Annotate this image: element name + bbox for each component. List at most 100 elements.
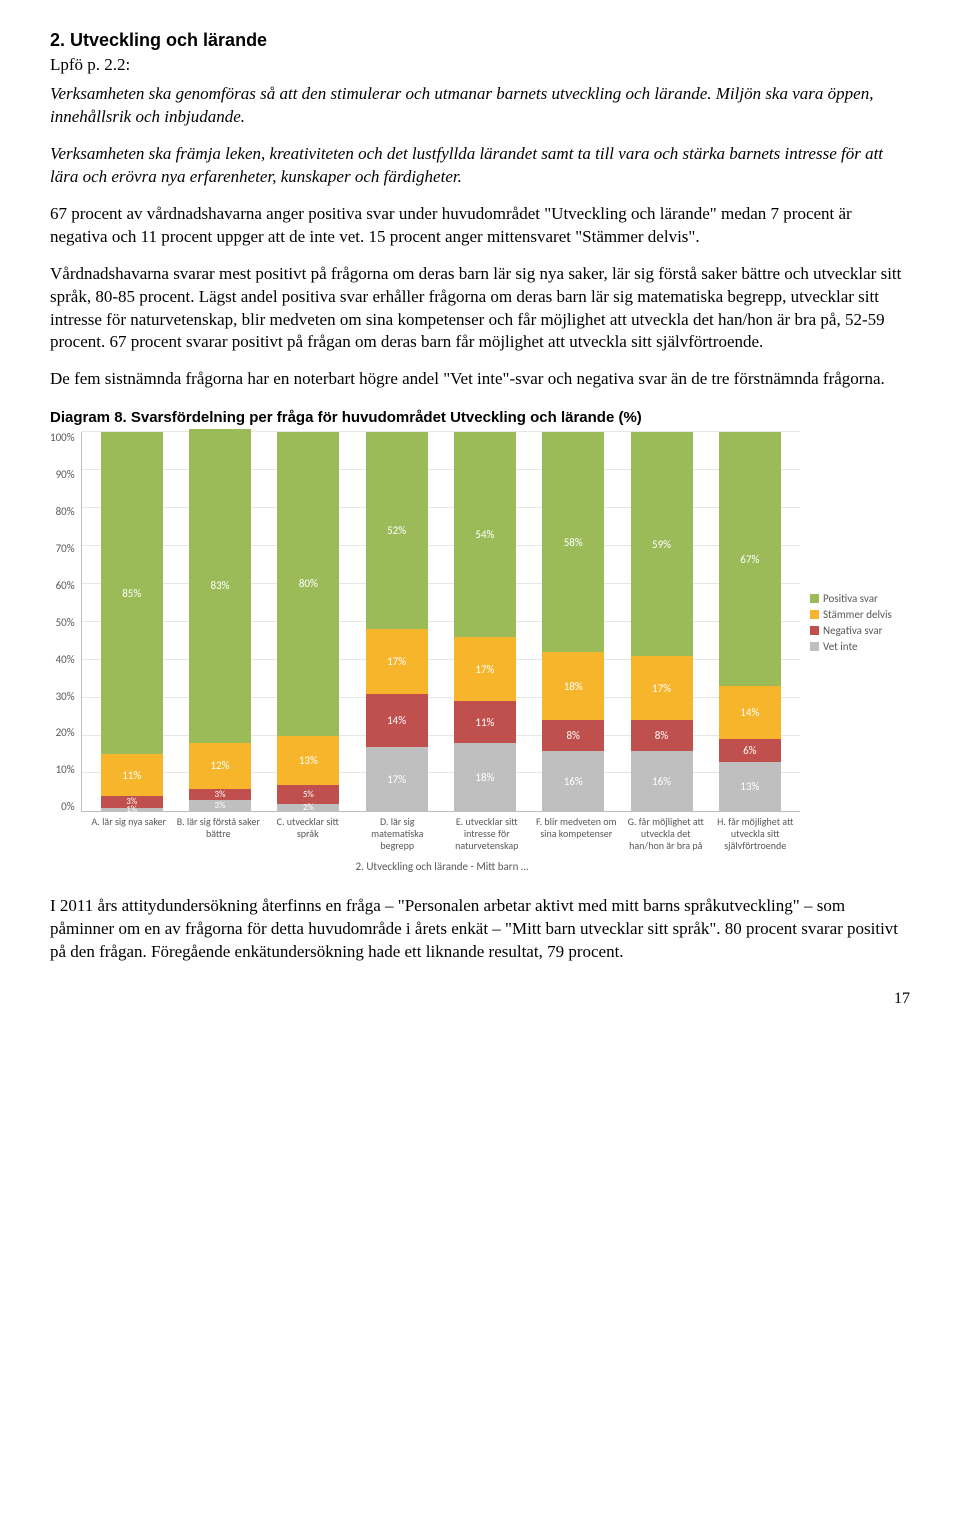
legend-label: Stämmer delvis xyxy=(823,608,892,621)
body-para-after: I 2011 års attitydundersökning återfinns… xyxy=(50,895,910,964)
stacked-bar: 1%3%11%85% xyxy=(101,432,163,811)
legend-swatch xyxy=(810,610,819,619)
y-axis: 100%90%80%70%60%50%40%30%20%10%0% xyxy=(50,432,81,812)
bar-segment-stammer: 17% xyxy=(454,637,516,701)
bar-segment-label: 85% xyxy=(122,587,141,600)
legend-item: Stämmer delvis xyxy=(810,608,910,621)
legend-item: Positiva svar xyxy=(810,592,910,605)
body-para-2: Vårdnadshavarna svarar mest positivt på … xyxy=(50,263,910,355)
bar-segment-label: 3% xyxy=(215,800,226,811)
bar-slot: 3%3%12%83% xyxy=(176,432,264,811)
x-label: G. får möjlighet att utveckla det han/ho… xyxy=(621,816,711,852)
diagram-title: Diagram 8. Svarsfördelning per fråga för… xyxy=(50,409,910,426)
y-tick: 10% xyxy=(56,764,75,775)
bar-segment-stammer: 13% xyxy=(277,736,339,785)
bar-segment-label: 13% xyxy=(299,754,318,767)
x-label: A. lär sig nya saker xyxy=(84,816,174,852)
x-label: E. utvecklar sitt intresse för naturvete… xyxy=(442,816,532,852)
stacked-bar: 13% 6% 14% 67% xyxy=(719,432,781,811)
bar-segment-label: 6% xyxy=(743,744,756,757)
bar-slot: 13% 6% 14% 67% xyxy=(706,432,794,811)
bar-segment-label: 16% xyxy=(652,775,671,788)
bar-segment-stammer: 12% xyxy=(189,743,251,788)
bar-segment-label: 80% xyxy=(299,577,318,590)
bar-slot: 1%3%11%85% xyxy=(88,432,176,811)
x-label: D. lär sig matematiska begrepp xyxy=(353,816,443,852)
y-tick: 80% xyxy=(56,506,75,517)
chart-plot: 1%3%11%85%3%3%12%83%2%5%13%80%17%14%17%5… xyxy=(81,432,800,812)
bar-segment-label: 17% xyxy=(475,663,494,676)
stacked-bar: 16% 8%18%58% xyxy=(542,432,604,811)
bar-segment-negativa: 8% xyxy=(542,720,604,750)
bar-segment-label: 1% xyxy=(126,804,137,815)
lpfo-ref: Lpfö p. 2.2: xyxy=(50,55,910,75)
y-tick: 20% xyxy=(56,727,75,738)
bar-slot: 16% 8% 17% 59% xyxy=(617,432,705,811)
y-tick: 30% xyxy=(56,691,75,702)
stacked-bar: 17% 14% 17% 52% xyxy=(366,432,428,811)
bar-segment-vet_inte: 17% xyxy=(366,747,428,811)
y-tick: 100% xyxy=(50,432,75,443)
bar-segment-vet_inte: 18% xyxy=(454,743,516,811)
bar-segment-label: 2% xyxy=(303,802,314,813)
bar-segment-vet_inte: 16% xyxy=(542,751,604,812)
x-label: C. utvecklar sitt språk xyxy=(263,816,353,852)
bar-segment-label: 14% xyxy=(387,714,406,727)
bar-segment-label: 13% xyxy=(740,780,759,793)
bar-segment-negativa: 5% xyxy=(277,785,339,804)
legend-label: Positiva svar xyxy=(823,592,878,605)
bar-segment-vet_inte: 2% xyxy=(277,804,339,812)
y-tick: 70% xyxy=(56,543,75,554)
legend-swatch xyxy=(810,594,819,603)
body-para-3: De fem sistnämnda frågorna har en noterb… xyxy=(50,368,910,391)
axis-caption: 2. Utveckling och lärande - Mitt barn … xyxy=(50,860,800,873)
x-label: H. får möjlighet att utveckla sitt själv… xyxy=(711,816,801,852)
bar-segment-label: 17% xyxy=(652,682,671,695)
bar-segment-label: 83% xyxy=(211,579,230,592)
section-heading: 2. Utveckling och lärande xyxy=(50,30,910,51)
x-axis-labels: A. lär sig nya sakerB. lär sig förstå sa… xyxy=(50,816,800,852)
y-tick: 40% xyxy=(56,654,75,665)
bar-segment-label: 14% xyxy=(740,706,759,719)
bar-segment-label: 3% xyxy=(215,789,226,800)
bar-segment-positiva: 58% xyxy=(542,432,604,652)
bar-segment-negativa: 8% xyxy=(631,720,693,750)
bar-segment-stammer: 14% xyxy=(719,686,781,739)
stacked-bar: 3%3%12%83% xyxy=(189,429,251,812)
bar-segment-positiva: 67% xyxy=(719,432,781,686)
bar-slot: 17% 14% 17% 52% xyxy=(352,432,440,811)
y-tick: 50% xyxy=(56,617,75,628)
bar-segment-label: 17% xyxy=(387,655,406,668)
y-tick: 0% xyxy=(61,801,74,812)
bar-segment-label: 16% xyxy=(564,775,583,788)
bar-segment-stammer: 18% xyxy=(542,652,604,720)
bar-slot: 18%11% 17% 54% xyxy=(441,432,529,811)
bar-segment-label: 52% xyxy=(387,524,406,537)
quote-para-2: Verksamheten ska främja leken, kreativit… xyxy=(50,143,910,189)
x-label: F. blir medveten om sina kompetenser xyxy=(532,816,622,852)
legend-item: Negativa svar xyxy=(810,624,910,637)
bar-segment-stammer: 17% xyxy=(366,629,428,693)
x-label: B. lär sig förstå saker bättre xyxy=(174,816,264,852)
bar-segment-vet_inte: 1% xyxy=(101,808,163,812)
quote-para-1: Verksamheten ska genomföras så att den s… xyxy=(50,83,910,129)
bar-segment-label: 59% xyxy=(652,538,671,551)
chart-legend: Positiva svar Stämmer delvis Negativa svar… xyxy=(800,432,910,812)
bar-segment-positiva: 83% xyxy=(189,429,251,744)
bar-segment-negativa: 11% xyxy=(454,701,516,743)
bar-segment-stammer: 11% xyxy=(101,754,163,796)
bar-segment-positiva: 85% xyxy=(101,432,163,754)
bar-segment-negativa: 6% xyxy=(719,739,781,762)
bar-segment-vet_inte: 13% xyxy=(719,762,781,811)
legend-swatch xyxy=(810,642,819,651)
bar-segment-label: 54% xyxy=(475,528,494,541)
bar-segment-label: 17% xyxy=(387,773,406,786)
stacked-bar: 16% 8% 17% 59% xyxy=(631,432,693,811)
bar-segment-stammer: 17% xyxy=(631,656,693,720)
stacked-bar: 2%5% 13% 80% xyxy=(277,432,339,811)
bar-slot: 2%5% 13% 80% xyxy=(264,432,352,811)
stacked-bar: 18%11% 17% 54% xyxy=(454,432,516,811)
bar-segment-label: 11% xyxy=(122,769,141,782)
page-number: 17 xyxy=(50,990,910,1008)
legend-label: Negativa svar xyxy=(823,624,882,637)
